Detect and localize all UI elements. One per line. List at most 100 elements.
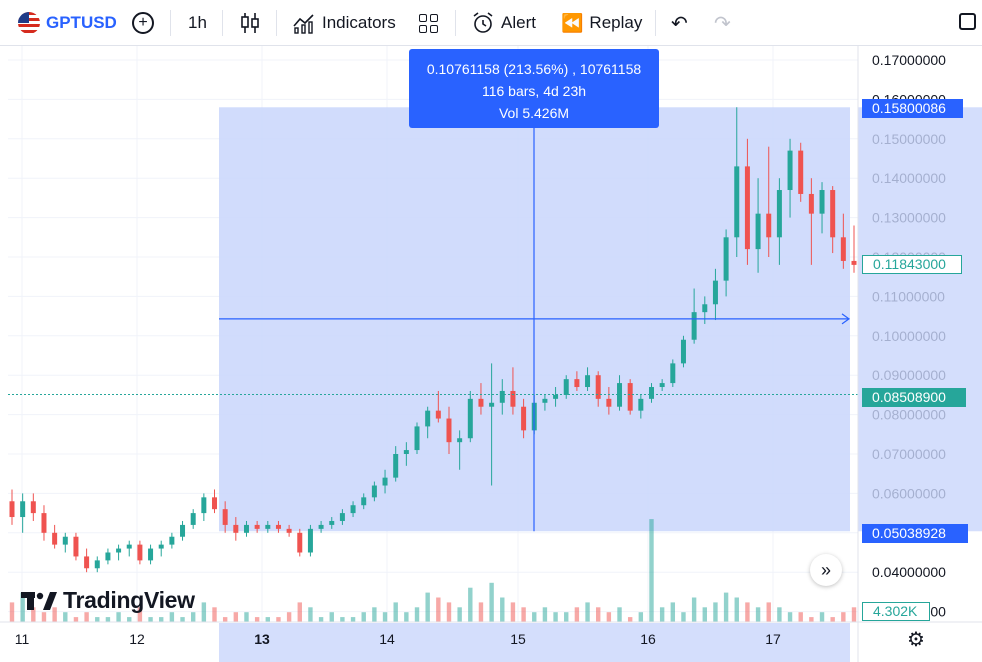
volume-bar <box>212 607 217 622</box>
candle-body <box>222 509 228 525</box>
volume-bar <box>169 612 175 622</box>
candle-body <box>350 505 356 514</box>
volume-bar <box>574 607 580 622</box>
candle-body <box>20 501 26 518</box>
candle-body <box>478 398 484 407</box>
alarm-clock-icon <box>473 12 493 33</box>
volume-bar <box>127 617 132 622</box>
candle-body <box>691 312 697 340</box>
settings-gear-icon[interactable]: ⚙ <box>907 629 925 651</box>
replay-button[interactable]: ⏪ Replay <box>561 0 642 46</box>
volume-bar <box>159 617 164 622</box>
volume-bar <box>649 519 654 622</box>
redo-button[interactable]: ↷ <box>714 0 731 46</box>
candle-body <box>702 304 708 313</box>
volume-bar <box>798 612 803 622</box>
volume-bar <box>564 612 569 622</box>
toolbar-divider <box>170 10 171 36</box>
candle-body <box>755 213 761 250</box>
redo-icon: ↷ <box>714 12 731 35</box>
volume-bar <box>84 612 89 622</box>
candle-body <box>275 524 281 529</box>
candle-body <box>734 166 740 238</box>
volume-tag: 4.302K <box>862 602 930 621</box>
candle-body <box>521 406 527 431</box>
candle-body <box>41 513 47 533</box>
time-tick-label: 17 <box>765 631 781 647</box>
candle-body <box>563 379 569 395</box>
candle-body <box>126 544 132 549</box>
candle-body <box>766 213 772 238</box>
volume-bar <box>510 602 516 622</box>
candle-body <box>190 513 196 525</box>
price-axis[interactable]: 0.170000000.160000000.150000000.14000000… <box>857 46 982 662</box>
candle-body <box>382 477 388 486</box>
time-tick-label: 12 <box>129 631 145 647</box>
toolbar-divider <box>222 10 223 36</box>
volume-bar <box>734 597 739 622</box>
volume-bar <box>670 602 676 622</box>
volume-bar <box>638 612 644 622</box>
volume-bar <box>276 617 281 622</box>
candle-body <box>148 548 154 561</box>
candle-body <box>201 497 207 514</box>
scroll-to-realtime-button[interactable]: » <box>810 554 842 586</box>
candlesticks <box>9 107 857 573</box>
candle-body <box>297 532 303 553</box>
candle-body <box>62 536 68 545</box>
volume-bar <box>318 617 324 622</box>
candle-body <box>414 426 420 451</box>
volume-bar <box>787 612 793 622</box>
volume-bar <box>723 592 729 622</box>
double-chevron-right-icon: » <box>820 559 831 580</box>
volume-bar <box>436 597 441 622</box>
fullscreen-icon[interactable] <box>959 13 976 30</box>
candle-body <box>627 383 633 411</box>
candle-body <box>84 556 90 569</box>
chart-type-button[interactable] <box>240 0 260 46</box>
volume-bar <box>841 612 846 622</box>
alert-button[interactable]: Alert <box>471 0 536 46</box>
undo-button[interactable]: ↶ <box>671 0 688 46</box>
volume-bar <box>809 617 814 622</box>
candle-body <box>840 237 846 261</box>
compare-button[interactable]: + <box>132 0 154 46</box>
candle-body <box>638 398 644 411</box>
measure-tooltip: 0.10761158 (213.56%) , 10761158 116 bars… <box>409 49 659 128</box>
volume-bar <box>116 612 121 622</box>
interval-button[interactable]: 1h <box>188 0 207 46</box>
candle-body <box>116 548 122 553</box>
volume-bar <box>63 612 68 622</box>
measure-change: 0.10761158 (213.56%) , 10761158 <box>426 61 642 77</box>
candle-body <box>744 166 750 250</box>
candle-body <box>318 524 324 529</box>
indicators-button[interactable]: Indicators <box>292 0 396 46</box>
volume-bar <box>308 607 313 622</box>
candle-body <box>670 363 676 384</box>
candle-body <box>510 390 516 407</box>
indicators-icon <box>293 14 314 34</box>
tradingview-logo[interactable]: TradingView <box>21 587 195 614</box>
plus-circle-icon: + <box>132 12 154 34</box>
candle-body <box>659 383 665 388</box>
crosshair-price-tag: 0.08508900 <box>862 388 966 407</box>
candle-body <box>307 528 313 553</box>
candle-body <box>254 524 260 529</box>
interval-label: 1h <box>188 13 207 32</box>
volume-bar <box>95 617 100 622</box>
candle-body <box>105 552 111 561</box>
price-chart[interactable]: 0.170000000.160000000.150000000.14000000… <box>0 46 982 662</box>
volume-bar <box>254 617 260 622</box>
candle-body <box>265 524 271 529</box>
candle-body <box>339 513 345 521</box>
undo-icon: ↶ <box>671 12 688 35</box>
volume-bar <box>233 612 239 622</box>
volume-bar <box>180 617 185 622</box>
candle-body <box>52 532 58 545</box>
symbol-search-button[interactable]: GPTUSD <box>18 0 117 46</box>
time-axis[interactable]: 11 12 13 14 15 16 17 <box>0 621 982 662</box>
toolbar-divider <box>455 10 456 36</box>
layouts-button[interactable] <box>419 0 438 46</box>
tradingview-wordmark: TradingView <box>63 587 195 613</box>
volume-bar <box>137 607 143 622</box>
